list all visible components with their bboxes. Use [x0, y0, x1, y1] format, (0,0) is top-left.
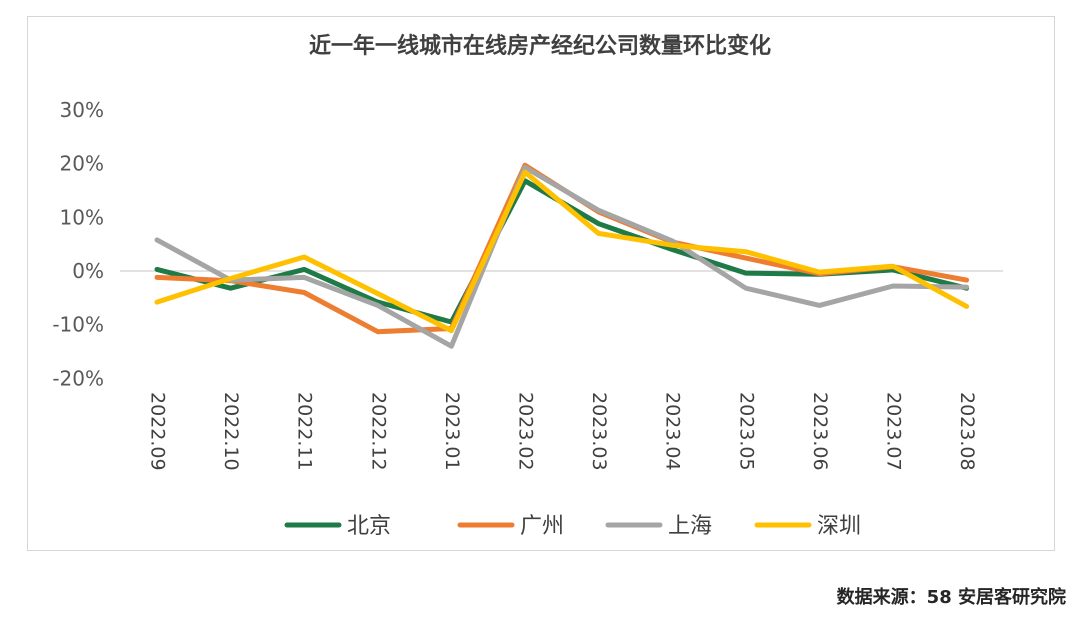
- series-line: [154, 169, 970, 334]
- x-tick-label: 2023.06: [809, 392, 831, 471]
- x-tick-label: 2023.08: [956, 392, 978, 471]
- chart-title: 近一年一线城市在线房产经纪公司数量环比变化: [308, 34, 771, 59]
- x-tick-label: 2023.02: [515, 392, 537, 471]
- series-lines: [154, 162, 970, 349]
- y-tick-label: 10%: [60, 205, 104, 229]
- x-tick-label: 2023.04: [662, 392, 684, 471]
- y-tick-label: 20%: [60, 152, 104, 176]
- x-tick-label: 2023.03: [588, 392, 610, 471]
- series-line: [154, 164, 970, 349]
- source-note: 数据来源：58 安居客研究院: [836, 587, 1066, 608]
- y-tick-label: 0%: [72, 259, 104, 283]
- y-tick-label: 30%: [60, 98, 104, 122]
- x-tick-label: 2023.01: [441, 392, 463, 471]
- x-axis-ticks: 2022.09 2022.10 2022.11 2022.12 2023.01 2023.…: [147, 392, 979, 471]
- x-tick-label: 2022.12: [367, 392, 389, 471]
- x-tick-label: 2023.07: [883, 392, 905, 471]
- legend-label: 深圳: [817, 514, 861, 539]
- legend-label: 北京: [347, 514, 391, 539]
- legend-label: 广州: [520, 514, 564, 539]
- x-tick-label: 2022.11: [294, 392, 316, 471]
- y-tick-label: -10%: [52, 313, 104, 337]
- x-tick-label: 2022.09: [147, 392, 169, 471]
- chart-frame: [27, 16, 1055, 551]
- x-tick-label: 2023.05: [735, 392, 757, 471]
- legend: 北京 广州 上海 深圳: [284, 514, 861, 539]
- legend-label: 上海: [668, 514, 712, 539]
- y-axis-ticks: 30% 20% 10% 0% -10% -20%: [52, 98, 104, 390]
- x-tick-label: 2022.10: [220, 392, 242, 471]
- y-tick-label: -20%: [52, 366, 104, 390]
